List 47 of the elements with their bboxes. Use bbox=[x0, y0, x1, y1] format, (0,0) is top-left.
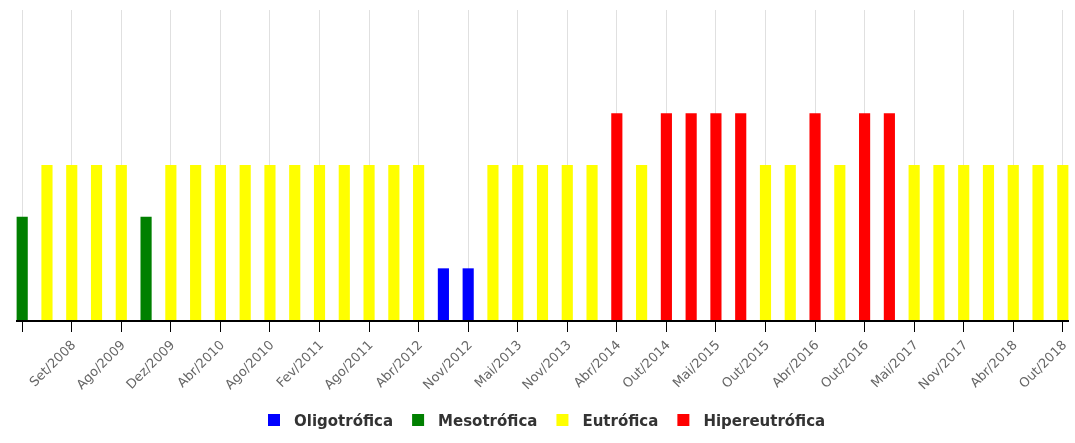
bar bbox=[115, 165, 127, 320]
bar bbox=[636, 165, 648, 320]
bar bbox=[165, 165, 177, 320]
bar bbox=[338, 165, 350, 320]
bar bbox=[982, 165, 995, 320]
bar bbox=[1007, 165, 1019, 320]
bar bbox=[190, 165, 202, 320]
bar bbox=[239, 165, 251, 320]
bar bbox=[363, 165, 375, 320]
bar bbox=[859, 113, 871, 320]
bar bbox=[1032, 165, 1044, 320]
bar bbox=[462, 268, 474, 320]
bar bbox=[413, 165, 425, 320]
bar bbox=[487, 165, 499, 320]
legend-label: Mesotrófica bbox=[438, 411, 538, 430]
bar bbox=[784, 165, 796, 320]
bar bbox=[834, 165, 846, 320]
bar bbox=[388, 165, 400, 320]
bar bbox=[90, 165, 103, 320]
bar bbox=[883, 113, 895, 320]
bar bbox=[908, 165, 920, 320]
bar bbox=[66, 165, 78, 320]
bar bbox=[140, 216, 152, 320]
bar bbox=[214, 165, 226, 320]
bar bbox=[958, 165, 970, 320]
bar bbox=[512, 165, 524, 320]
bar bbox=[16, 216, 28, 320]
bar bbox=[710, 113, 722, 320]
bar bbox=[611, 113, 623, 320]
bar bbox=[1057, 165, 1069, 320]
bar bbox=[313, 165, 326, 320]
legend-label: Hipereutrófica bbox=[703, 411, 826, 430]
bar bbox=[933, 165, 945, 320]
bar bbox=[536, 165, 549, 320]
bar bbox=[586, 165, 598, 320]
bar bbox=[735, 113, 747, 320]
bar bbox=[809, 113, 821, 320]
bar bbox=[264, 165, 276, 320]
bar bbox=[561, 165, 573, 320]
bar bbox=[289, 165, 301, 320]
bar bbox=[660, 113, 672, 320]
bar bbox=[437, 268, 449, 320]
legend-label: Eutrófica bbox=[582, 411, 659, 430]
legend-label: Oligotrófica bbox=[294, 411, 394, 430]
bar bbox=[685, 113, 697, 320]
bar bbox=[759, 165, 772, 320]
bar bbox=[41, 165, 53, 320]
